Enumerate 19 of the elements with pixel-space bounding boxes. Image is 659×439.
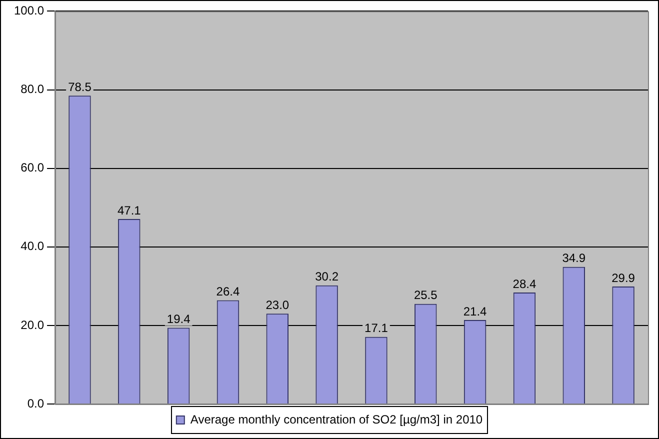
y-tick-label: 100.0 bbox=[14, 4, 44, 18]
data-label: 30.2 bbox=[315, 270, 339, 284]
data-label: 34.9 bbox=[562, 251, 586, 266]
data-label: 78.5 bbox=[68, 80, 92, 94]
y-tick-label: 0.0 bbox=[27, 396, 44, 410]
data-label: 28.4 bbox=[512, 276, 536, 291]
y-tick-label: 60.0 bbox=[20, 160, 44, 175]
data-label: 23.0 bbox=[266, 298, 290, 312]
data-label: 25.5 bbox=[414, 288, 438, 302]
data-label: 21.4 bbox=[463, 304, 488, 318]
data-label: 47.1 bbox=[117, 203, 142, 218]
data-label: 26.4 bbox=[216, 284, 240, 299]
legend-label: Average monthly concentration of SO2 [µg/m3] in 2010 bbox=[190, 412, 483, 426]
data-label: 29.9 bbox=[612, 270, 636, 285]
data-label: 19.4 bbox=[166, 312, 191, 326]
y-tick-label: 40.0 bbox=[20, 239, 44, 254]
y-tick-label: 80.0 bbox=[20, 82, 44, 96]
y-tick-label: 20.0 bbox=[20, 318, 44, 332]
data-label: 17.1 bbox=[364, 321, 388, 336]
